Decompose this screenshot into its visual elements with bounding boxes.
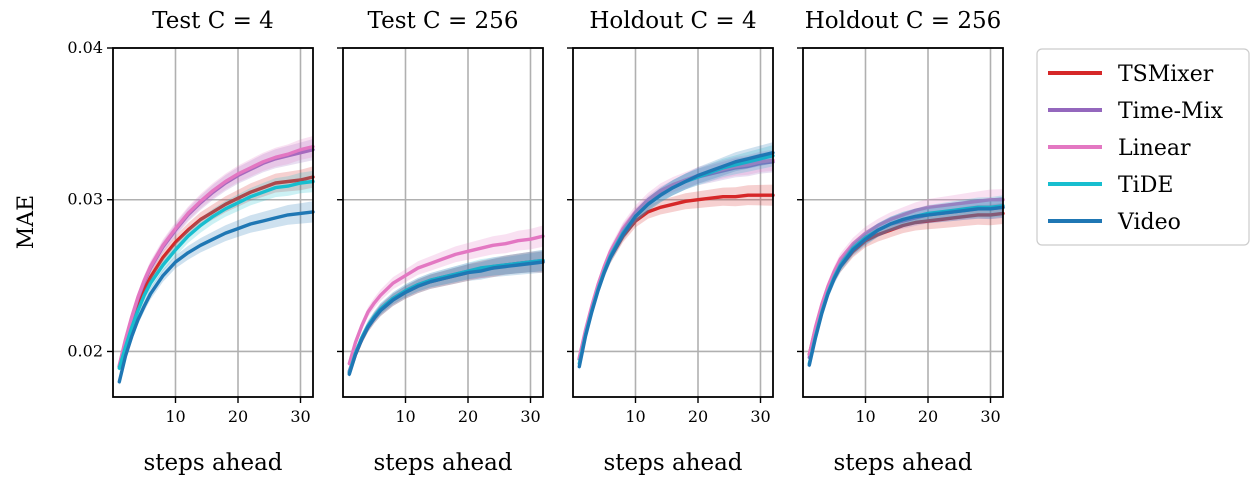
series-line-tsmixer: [117, 175, 315, 369]
panel-title: Holdout C = 4: [589, 8, 756, 34]
series-band-tide: [579, 145, 773, 368]
axes-frame: [112, 47, 314, 398]
y-axis-label: MAE: [14, 195, 39, 249]
x-tick-label: 20: [228, 407, 248, 426]
legend-label-time-mix: Time-Mix: [1118, 99, 1224, 124]
axes-frame: [802, 47, 1004, 398]
series-line-tsmixer: [807, 211, 1005, 357]
x-tick-label: 30: [290, 407, 310, 426]
series-band-tsmixer: [119, 166, 313, 371]
x-tick-label: 30: [980, 407, 1000, 426]
series-line-linear: [117, 144, 315, 367]
x-axis-label: steps ahead: [833, 450, 972, 476]
series-line-tide: [117, 179, 315, 370]
plot-area: 10 20 30: [567, 47, 775, 426]
legend-label-linear: Linear: [1118, 136, 1191, 161]
legend-frame: [1036, 48, 1250, 246]
axes-frame: [342, 47, 544, 398]
x-axis-label: steps ahead: [603, 450, 742, 476]
plot-area: 10 20 30: [797, 47, 1005, 426]
plot-area: 10 20 30: [337, 47, 545, 426]
series-line-video: [807, 205, 1005, 367]
series-band-video: [119, 201, 313, 386]
panel-0: Test C = 4 steps ahead: [143, 8, 282, 476]
panel-2: Holdout C = 4 steps ahead: [589, 8, 756, 476]
legend-label-video: Video: [1117, 210, 1181, 235]
x-axis-label: steps ahead: [143, 450, 282, 476]
series-line-video: [577, 151, 775, 369]
axes-frame: [572, 47, 774, 398]
series-line-video: [117, 210, 315, 384]
series-band-linear: [579, 149, 773, 362]
panel-title: Test C = 4: [152, 8, 274, 34]
series-band-time-mix: [579, 151, 773, 363]
panel-title: Holdout C = 256: [805, 8, 1002, 34]
x-axis-label: steps ahead: [373, 450, 512, 476]
x-tick-label: 30: [520, 407, 540, 426]
series-band-tsmixer: [579, 184, 773, 363]
panel-3: Holdout C = 256 steps ahead: [805, 8, 1002, 476]
x-tick-label: 10: [165, 407, 185, 426]
series-band-tide: [809, 195, 1003, 368]
plot-area: 10 20 30 0.02 0.03 0.04: [67, 38, 315, 426]
x-tick-label: 10: [625, 407, 645, 426]
x-tick-label: 10: [395, 407, 415, 426]
series-line-linear: [807, 198, 1005, 357]
x-tick-label: 30: [750, 407, 770, 426]
y-tick-label: 0.03: [67, 190, 103, 209]
legend: TSMixer Time-Mix Linear TiDE Video: [1036, 48, 1250, 246]
panel-1: Test C = 256 steps ahead: [368, 8, 519, 476]
series-line-linear: [347, 234, 545, 366]
panel-title: Test C = 256: [368, 8, 519, 34]
legend-label-tsmixer: TSMixer: [1118, 62, 1214, 87]
series-band-video: [809, 196, 1003, 369]
series-line-video: [347, 260, 545, 376]
x-tick-label: 10: [855, 407, 875, 426]
y-tick-label: 0.02: [67, 341, 103, 360]
series-band-time-mix: [809, 196, 1003, 362]
y-tick-label: 0.04: [67, 38, 103, 57]
x-tick-label: 20: [688, 407, 708, 426]
x-tick-label: 20: [458, 407, 478, 426]
series-line-tsmixer: [577, 193, 775, 361]
legend-label-tide: TiDE: [1118, 173, 1173, 198]
series-band-linear: [119, 136, 313, 369]
x-tick-label: 20: [918, 407, 938, 426]
